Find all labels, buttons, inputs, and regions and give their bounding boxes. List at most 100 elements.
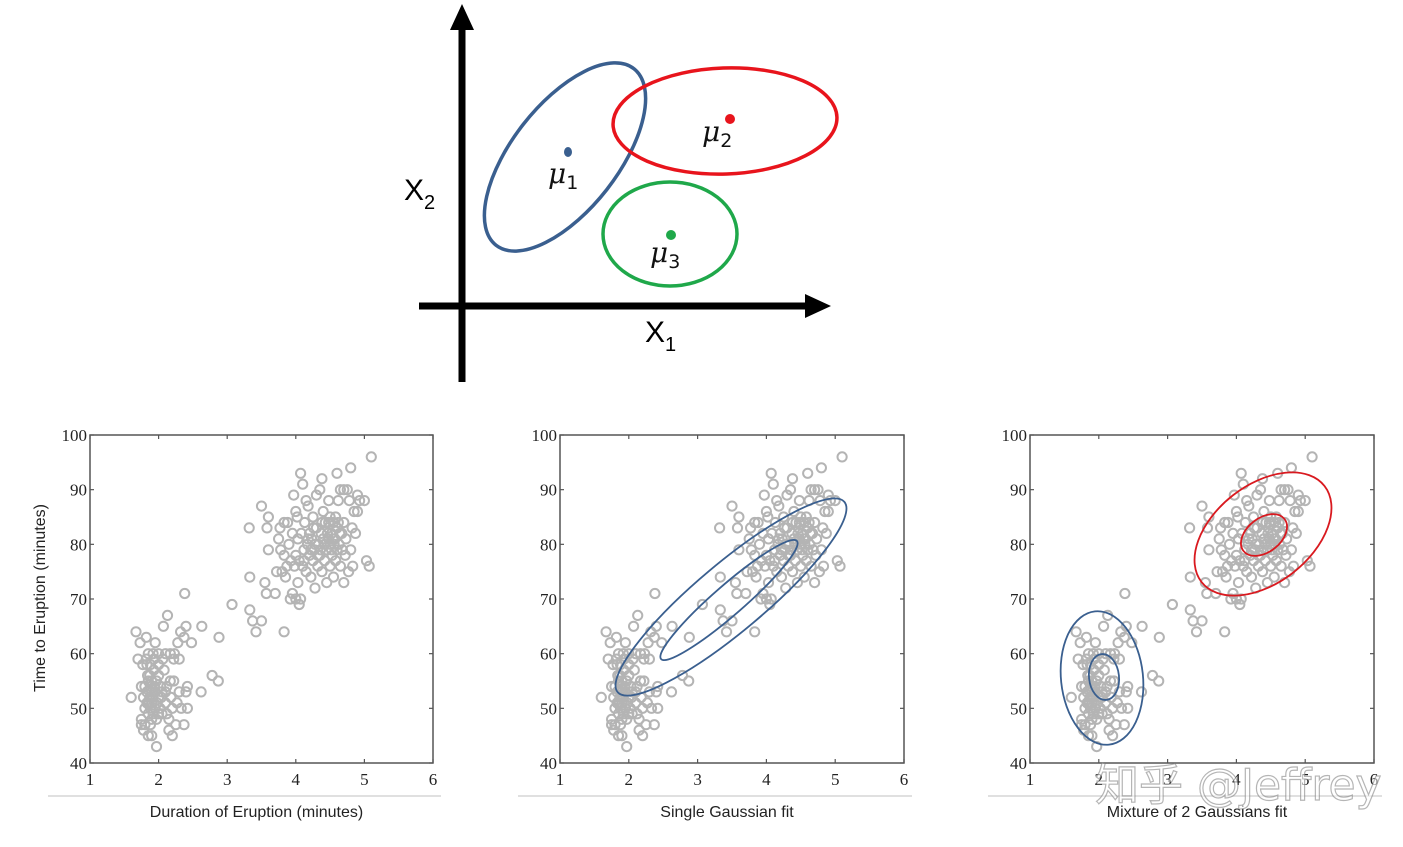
x-tick-label: 3 [223,770,232,789]
data-point [181,702,193,714]
data-point [809,516,821,529]
data-point [286,587,298,600]
data-point [1284,495,1296,507]
data-point [648,631,660,643]
data-point [331,467,343,479]
data-point [1265,560,1277,572]
data-point [612,730,625,742]
data-point [731,587,743,600]
data-point [764,555,776,567]
data-point [767,560,779,572]
data-point [295,593,307,605]
data-point [323,495,335,507]
data-point [631,680,643,693]
data-point [811,533,823,545]
data-point [360,555,373,567]
data-point [802,467,814,479]
data-point [262,511,274,523]
data-point [666,620,678,632]
data-point [247,615,259,627]
y-tick-label: 60 [1010,645,1027,664]
data-point [745,544,757,556]
data-point [341,484,353,496]
data-points [125,451,377,753]
x-tick-label: 1 [556,770,565,789]
gmm-concept-diagram: X2 X1 μ1 μ2 μ3 [404,4,839,382]
data-point [1239,516,1251,529]
data-point [805,484,817,496]
data-point [1287,560,1300,572]
data-point [628,620,640,632]
data-point [1232,577,1245,589]
data-point [1287,522,1299,534]
data-point [348,505,360,518]
data-point [793,495,806,507]
mu1-dot-icon [564,147,572,157]
data-point [1223,538,1236,550]
y-tick-label: 40 [1010,754,1027,773]
data-point [795,560,807,572]
data-point [147,648,159,660]
data-point [345,462,357,474]
data-point [1120,620,1132,632]
data-point [755,593,767,605]
x-tick-label: 4 [762,770,771,789]
data-point [1196,500,1208,512]
data-point [1215,544,1227,556]
data-point [312,549,324,561]
data-point [726,500,738,512]
data-point [798,571,810,583]
data-point [288,489,300,501]
x-tick-label: 3 [1163,770,1172,789]
gaussian-contour-inner [1240,513,1288,557]
x-tick-label: 4 [1232,770,1241,789]
data-point [831,555,843,567]
data-point [595,691,607,704]
data-point [261,522,273,534]
data-point [340,533,352,545]
y-tick-label: 60 [540,645,557,664]
data-point [1184,571,1196,583]
data-point [262,544,274,556]
data-point [325,544,338,556]
data-point [158,664,170,676]
data-point [1227,587,1239,600]
data-point [347,560,359,572]
data-point [315,527,327,540]
data-point [1190,626,1203,638]
watermark: 知乎 @Jeffrey [1095,760,1382,811]
data-point [802,544,814,556]
data-point [346,522,358,534]
data-point [760,593,773,605]
x-tick-label: 5 [360,770,369,789]
data-point [749,516,761,529]
data-point [1256,516,1269,529]
data-point [609,702,621,714]
y-tick-label: 50 [1010,699,1027,718]
data-point [142,708,154,720]
data-point [1256,566,1269,578]
data-point [139,719,151,731]
data-point [617,648,629,660]
data-point [255,500,268,512]
data-point [1235,467,1247,479]
data-point [338,484,350,496]
data-point [302,500,314,512]
data-point [302,533,314,545]
data-point [1237,560,1249,572]
data-point [316,516,328,529]
scatter-panel-mixture-gaussians: 1 2 3 4 5 6 40 50 60 70 80 90 100 Mixture of 2 Gaussi… [988,426,1382,821]
data-point [652,680,664,693]
x-tick-label: 1 [1026,770,1035,789]
data-point [332,495,344,507]
y-tick-label: 60 [70,645,87,664]
data-point [1282,484,1294,496]
data-point [1232,511,1244,523]
data-point [1263,495,1276,507]
data-point [324,560,336,572]
data-point [1113,686,1126,698]
data-point [141,659,153,671]
y-tick-label: 100 [532,426,558,445]
data-point [1275,560,1287,572]
data-point [334,484,346,496]
